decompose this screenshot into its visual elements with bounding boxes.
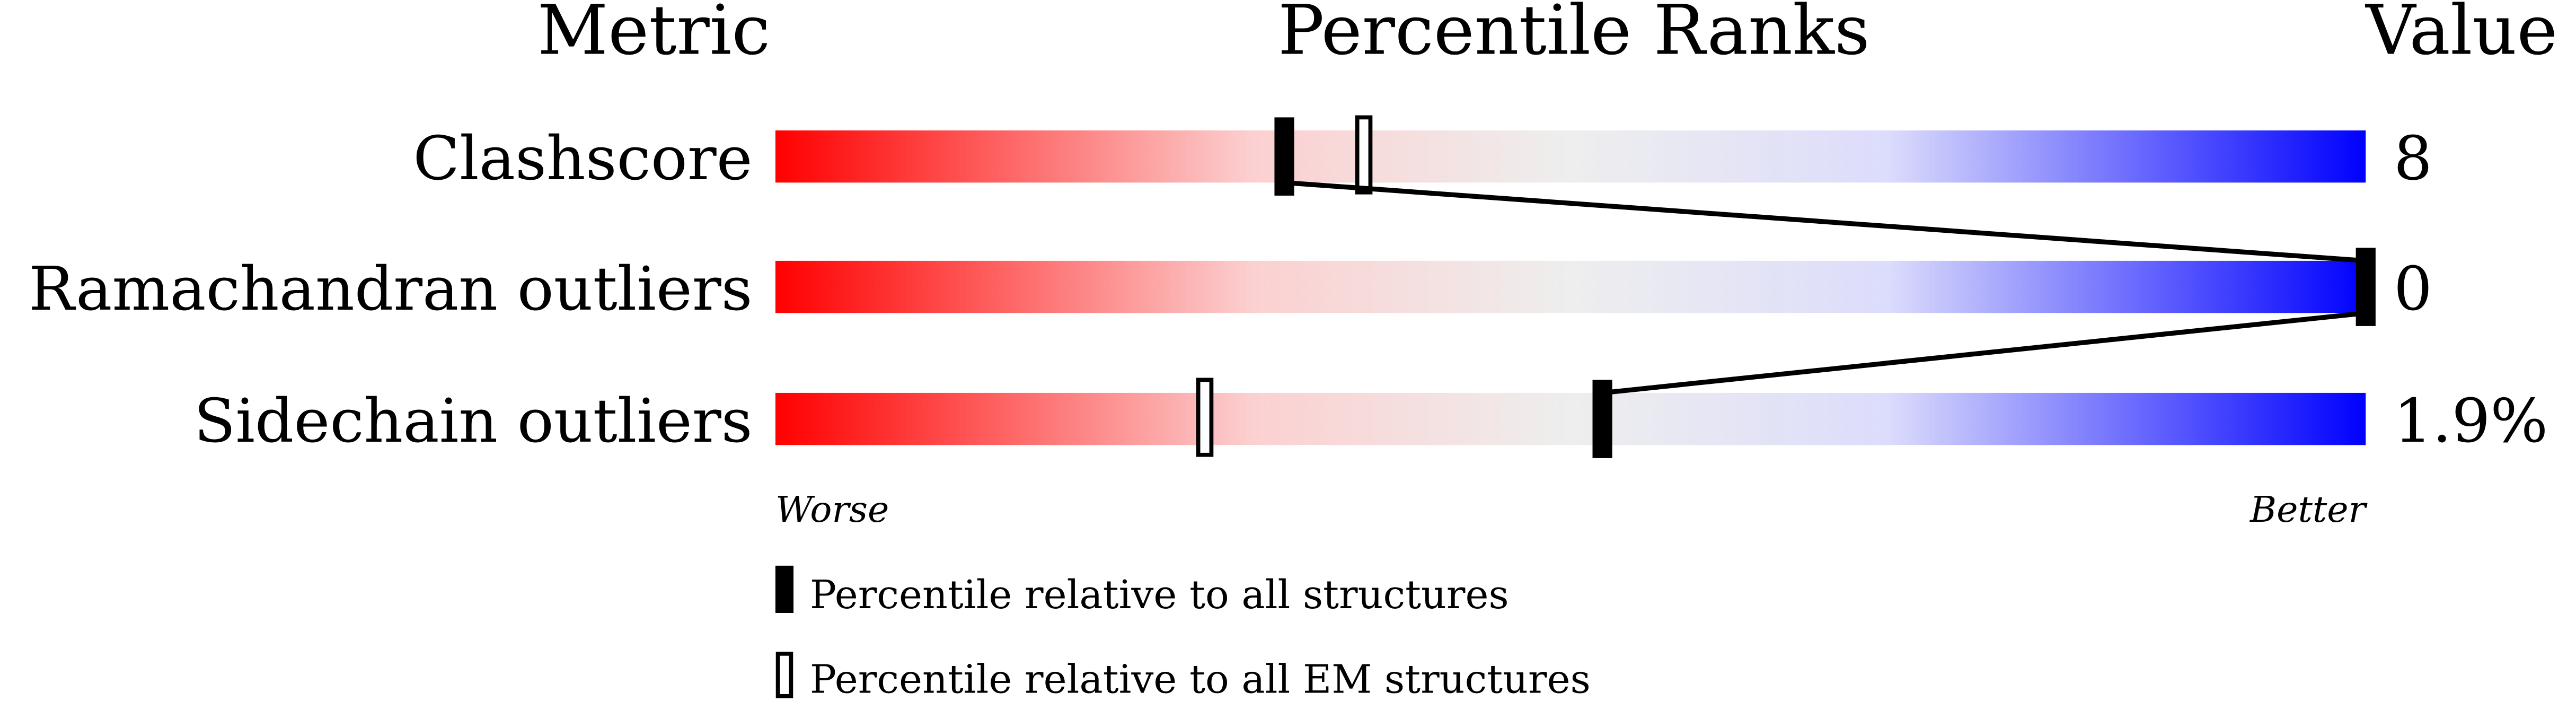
legend-all-label: Percentile relative to all structures [810, 572, 1509, 618]
legend-all-marker [775, 565, 794, 613]
worse-label: Worse [775, 489, 889, 531]
connector-line [1602, 310, 2366, 396]
header-percentile-ranks: Percentile Ranks [1278, 0, 1870, 70]
percentile-bar [775, 130, 2366, 183]
connector-line [1284, 180, 2366, 264]
legend-em-label: Percentile relative to all EM structures [810, 657, 1591, 701]
metric-value: 8 [2394, 124, 2432, 194]
metric-value: 0 [2394, 254, 2432, 324]
metric-value: 1.9% [2394, 386, 2548, 456]
header-metric: Metric [537, 0, 770, 70]
percentile-bar [775, 392, 2366, 445]
metric-label: Sidechain outliers [194, 386, 753, 456]
em-percentile-marker [1355, 115, 1373, 195]
legend-em-marker [775, 651, 793, 698]
header-value: Value [2365, 0, 2557, 70]
em-percentile-marker [1196, 378, 1214, 457]
percentile-bar [775, 260, 2366, 313]
metric-label: Ramachandran outliers [29, 254, 752, 324]
better-label: Better [2249, 489, 2368, 531]
metric-label: Clashscore [413, 124, 752, 194]
